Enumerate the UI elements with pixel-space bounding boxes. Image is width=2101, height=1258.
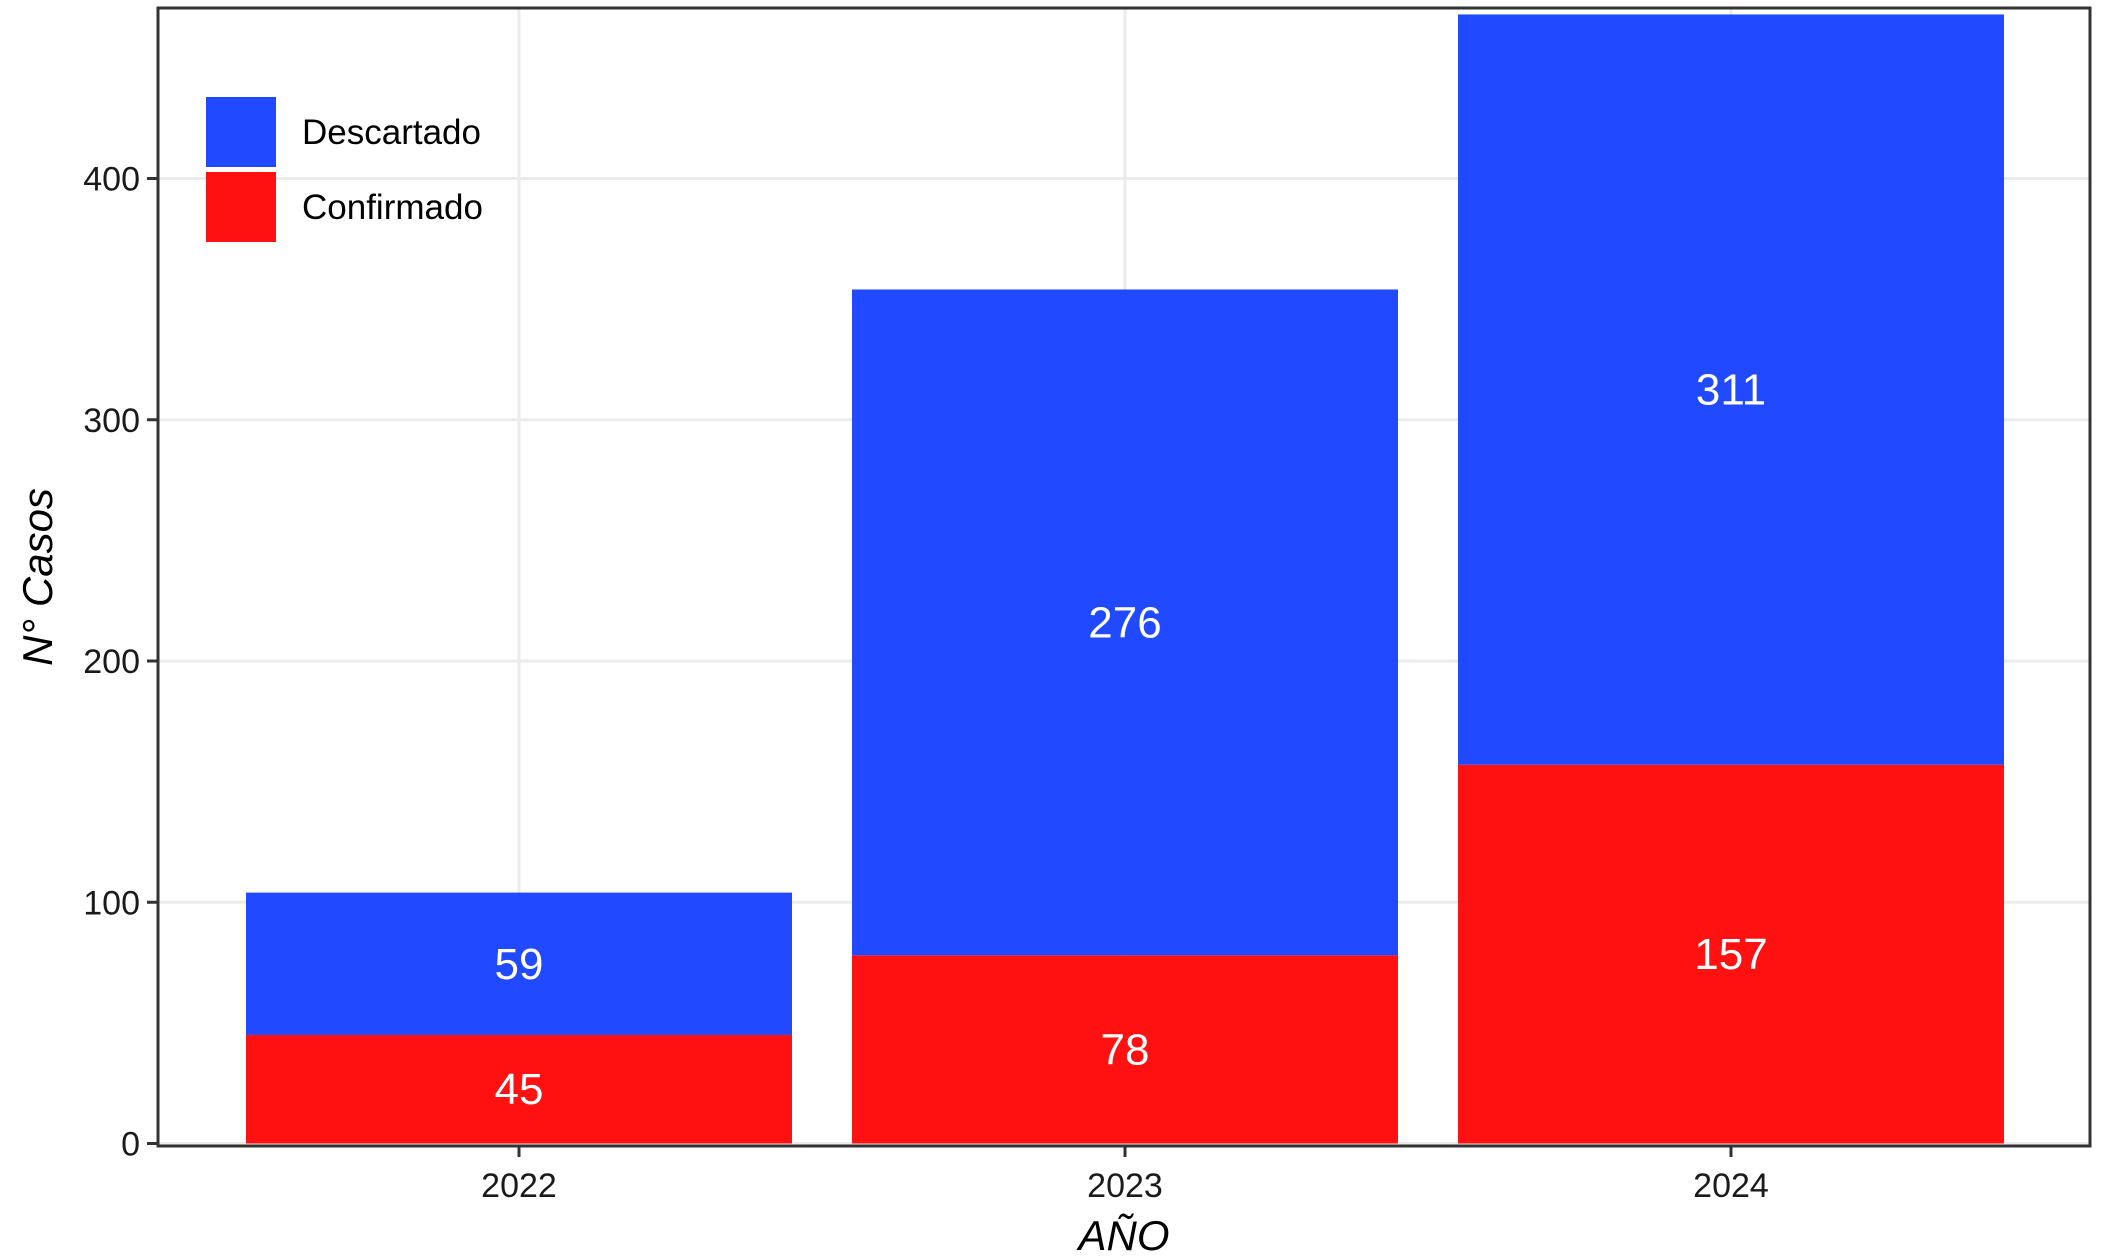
y-axis-title: N° Casos xyxy=(14,488,61,666)
y-tick-label: 400 xyxy=(83,161,140,199)
bar-descartado-2024 xyxy=(1458,14,2004,765)
data-label: 276 xyxy=(1088,598,1161,647)
legend-key-confirmado xyxy=(206,172,276,242)
bar-descartado-2022 xyxy=(246,892,792,1035)
data-label: 311 xyxy=(1696,366,1766,415)
bar-confirmado-2024 xyxy=(1458,764,2004,1144)
y-tick-label: 0 xyxy=(121,1126,140,1164)
bar-confirmado-2022 xyxy=(246,1034,792,1144)
legend-label: Confirmado xyxy=(302,188,483,227)
data-label: 45 xyxy=(495,1065,544,1114)
x-tick-label: 2024 xyxy=(1693,1167,1769,1205)
data-label: 78 xyxy=(1101,1025,1150,1074)
bar-labels: 45 59 78 276 157 311 xyxy=(495,366,1768,1115)
x-axis-title: AÑO xyxy=(1075,1212,1169,1258)
y-tick-label: 200 xyxy=(83,643,140,681)
y-axis: 0 100 200 300 400 xyxy=(83,161,158,1164)
legend-key-descartado xyxy=(206,97,276,167)
bars xyxy=(246,14,2004,1144)
bar-descartado-2023 xyxy=(852,289,1398,956)
x-tick-label: 2022 xyxy=(481,1167,557,1205)
legend-label: Descartado xyxy=(302,113,481,152)
legend: Descartado Confirmado xyxy=(206,97,483,242)
y-tick-label: 300 xyxy=(83,402,140,440)
data-label: 59 xyxy=(495,940,544,989)
y-tick-label: 100 xyxy=(83,884,140,922)
bar-confirmado-2023 xyxy=(852,955,1398,1144)
x-axis: 2022 2023 2024 xyxy=(481,1146,1769,1205)
data-label: 157 xyxy=(1694,930,1767,979)
x-tick-label: 2023 xyxy=(1087,1167,1163,1205)
